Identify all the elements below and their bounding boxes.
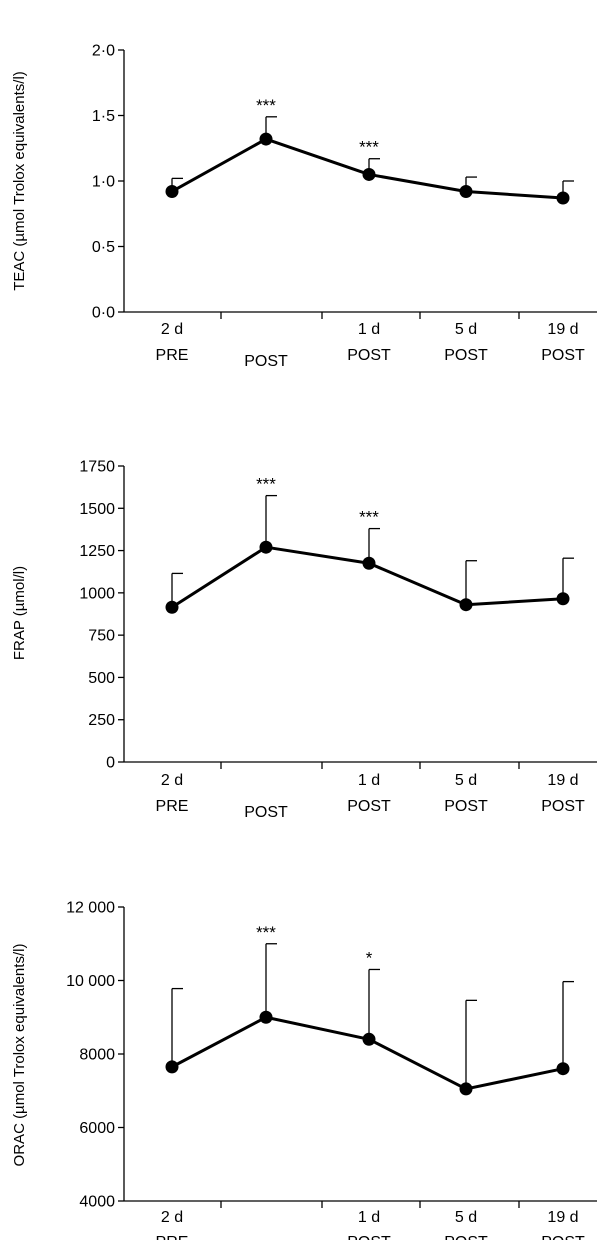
data-point: [459, 1082, 473, 1096]
y-tick-label: 1750: [79, 459, 115, 476]
data-point: [259, 540, 273, 554]
x-tick-label-line1: 1 d: [358, 1209, 380, 1226]
data-point: [362, 1032, 376, 1046]
y-tick-label: 8000: [79, 1047, 115, 1064]
data-point: [556, 592, 570, 606]
y-tick-label: 6000: [79, 1120, 115, 1137]
x-tick-label-line2: PRE: [156, 347, 189, 364]
data-point: [459, 598, 473, 612]
y-tick-label: 1250: [79, 543, 115, 560]
chart-panel-3: 4000 6000 8000 10 000 12 000 2 d PRE POST 1 d POS…: [11, 900, 597, 1240]
series-line: [171, 545, 564, 609]
y-axis-label: TEAC (µmol Trolox equivalents/l): [11, 71, 28, 291]
significance-marker: ***: [359, 508, 379, 527]
chart-panel-2: 0 250 500 750 1000 1250 1500 1750 2 d PRE POST 1 d P…: [11, 459, 597, 821]
y-tick-label: 750: [88, 628, 115, 645]
y-tick-label: 2·0: [92, 43, 115, 60]
significance-marker: ***: [256, 923, 276, 942]
x-tick-label-line2: POST: [347, 347, 391, 364]
y-tick-label: 0: [106, 755, 115, 772]
data-point: [362, 556, 376, 570]
y-tick-label: 1500: [79, 501, 115, 518]
chart-panel-1: 0·0 0·5 1·0 1·5 2·0 2 d PRE POST 1 d POST 5 d POST 1…: [11, 43, 597, 370]
x-tick-label-line1: 19 d: [547, 772, 578, 789]
series-line: [171, 1015, 564, 1091]
x-tick-label-line1: 1 d: [358, 321, 380, 338]
x-tick-label-line1: 1 d: [358, 772, 380, 789]
data-point: [459, 184, 473, 198]
y-tick-label: 0·0: [92, 305, 115, 322]
x-tick-label-line1: 19 d: [547, 1209, 578, 1226]
data-point: [362, 167, 376, 181]
data-point: [165, 600, 179, 614]
x-tick-label-line2: POST: [541, 1234, 585, 1240]
y-tick-label: 250: [88, 712, 115, 729]
significance-marker: ***: [256, 96, 276, 115]
y-tick-label: 1000: [79, 585, 115, 602]
x-tick-label-line1: 5 d: [455, 321, 477, 338]
data-point: [259, 132, 273, 146]
x-tick-label-line2: PRE: [156, 1234, 189, 1240]
y-tick-label: 1·0: [92, 174, 115, 191]
significance-marker: ***: [256, 475, 276, 494]
x-tick-label-line1: 19 d: [547, 321, 578, 338]
y-tick-label: 500: [88, 670, 115, 687]
significance-marker: ***: [359, 138, 379, 157]
y-tick-label: 12 000: [66, 900, 115, 917]
y-axis-label: ORAC (µmol Trolox equivalents/l): [11, 944, 28, 1167]
x-tick-label-line1: 2 d: [161, 772, 183, 789]
data-point: [165, 1060, 179, 1074]
x-tick-label-line2: POST: [444, 798, 488, 815]
x-tick-label-line2: POST: [541, 798, 585, 815]
x-tick-label-line2: PRE: [156, 798, 189, 815]
x-tick-label-line2: POST: [347, 1234, 391, 1240]
data-point: [165, 184, 179, 198]
x-tick-label-line2: POST: [347, 798, 391, 815]
data-point: [556, 191, 570, 205]
significance-marker: *: [366, 948, 373, 967]
x-tick-label-line2: POST: [244, 804, 288, 821]
x-tick-label-line1: 2 d: [161, 321, 183, 338]
data-point: [556, 1062, 570, 1076]
y-tick-label: 1·5: [92, 108, 115, 125]
x-tick-label-line2: POST: [541, 347, 585, 364]
x-tick-label-line2: POST: [444, 1234, 488, 1240]
y-tick-label: 4000: [79, 1194, 115, 1211]
x-tick-label-line1: 5 d: [455, 772, 477, 789]
x-tick-label-line2: POST: [444, 347, 488, 364]
y-axis-label: FRAP (µmol/l): [11, 566, 28, 660]
data-point: [259, 1010, 273, 1024]
x-tick-label-line1: 2 d: [161, 1209, 183, 1226]
y-tick-label: 0·5: [92, 239, 115, 256]
y-tick-label: 10 000: [66, 973, 115, 990]
x-tick-label-line1: 5 d: [455, 1209, 477, 1226]
x-tick-label-line2: POST: [244, 353, 288, 370]
